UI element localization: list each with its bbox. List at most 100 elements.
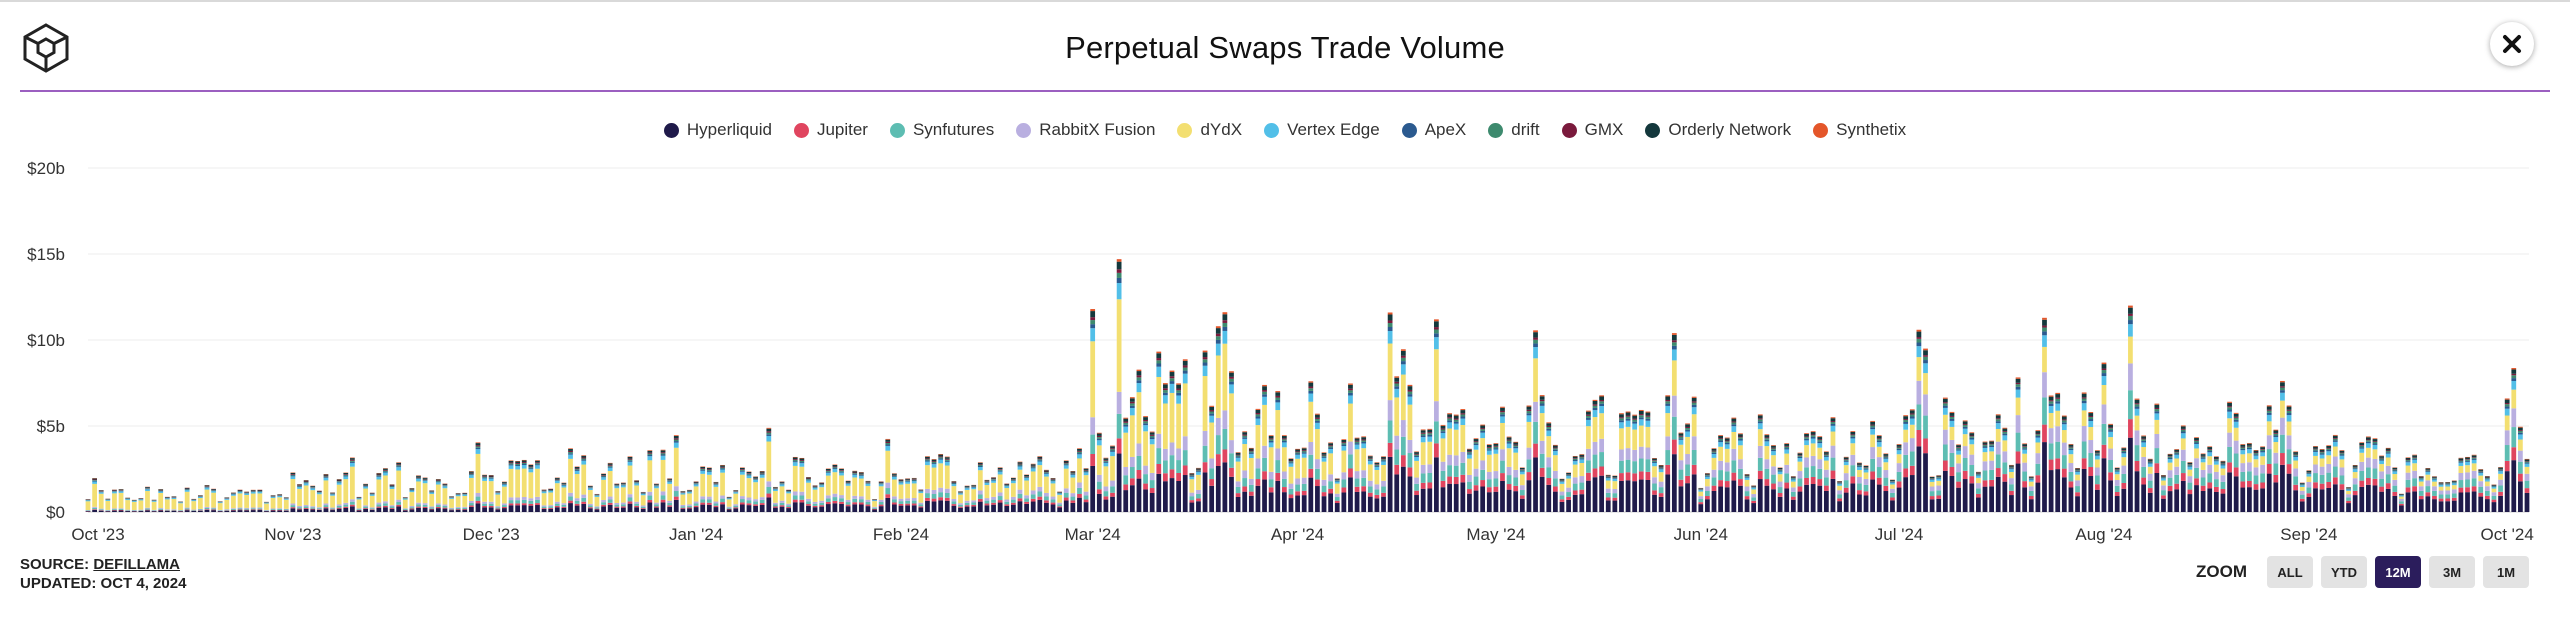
close-button[interactable] bbox=[2490, 22, 2534, 66]
bar-segment bbox=[1301, 477, 1307, 484]
bar-segment bbox=[1546, 484, 1552, 512]
bar-segment bbox=[554, 503, 560, 506]
legend-item-synthetix[interactable]: Synthetix bbox=[1813, 120, 1906, 140]
bar-segment bbox=[204, 489, 210, 507]
bar-segment bbox=[766, 487, 772, 494]
bar-segment bbox=[151, 501, 157, 510]
bar-segment bbox=[1149, 488, 1155, 493]
bar-segment bbox=[323, 477, 329, 481]
bar-segment bbox=[2293, 484, 2299, 491]
bar-segment bbox=[2458, 465, 2464, 473]
bar-segment bbox=[944, 460, 950, 462]
bar-segment bbox=[1671, 345, 1677, 350]
legend-item-orderly-network[interactable]: Orderly Network bbox=[1645, 120, 1791, 140]
bar-segment bbox=[858, 502, 864, 505]
bar-segment bbox=[2451, 485, 2457, 490]
bar-segment bbox=[1883, 462, 1889, 471]
bar-segment bbox=[647, 460, 653, 492]
bar-segment bbox=[2385, 488, 2391, 512]
bar-segment bbox=[2313, 451, 2318, 456]
bar-segment bbox=[2141, 439, 2147, 441]
bar-segment bbox=[799, 457, 805, 459]
bar-stack bbox=[1156, 351, 1162, 512]
bar-segment bbox=[482, 478, 487, 481]
bar-segment bbox=[2524, 480, 2530, 489]
bar-segment bbox=[2293, 452, 2299, 454]
bar-segment bbox=[422, 479, 428, 481]
legend-item-jupiter[interactable]: Jupiter bbox=[793, 120, 868, 140]
bar-stack bbox=[1083, 468, 1089, 512]
source-link[interactable]: DEFILLAMA bbox=[93, 556, 180, 573]
bar-segment bbox=[336, 482, 342, 485]
zoom-12m-button[interactable]: 12M bbox=[2375, 556, 2421, 588]
bar-segment bbox=[1288, 466, 1294, 484]
bar-stack bbox=[1625, 411, 1631, 512]
zoom-all-button[interactable]: ALL bbox=[2267, 556, 2313, 588]
bar-segment bbox=[2035, 475, 2041, 483]
bar-segment bbox=[2240, 481, 2246, 488]
bar-segment bbox=[1652, 494, 1657, 512]
bar-segment bbox=[2418, 481, 2424, 487]
zoom-3m-button[interactable]: 3M bbox=[2429, 556, 2475, 588]
bar-segment bbox=[627, 465, 633, 495]
bar-segment bbox=[1579, 482, 1585, 490]
legend-item-rabbitx-fusion[interactable]: RabbitX Fusion bbox=[1016, 120, 1155, 140]
bar-segment bbox=[1308, 401, 1314, 442]
bar-segment bbox=[303, 480, 309, 482]
bar-segment bbox=[1030, 498, 1036, 502]
bar-segment bbox=[2458, 457, 2464, 459]
legend-item-hyperliquid[interactable]: Hyperliquid bbox=[663, 120, 772, 140]
bar-segment bbox=[1315, 414, 1320, 418]
bar-segment bbox=[1566, 492, 1571, 497]
bar-segment bbox=[984, 485, 990, 499]
bar-segment bbox=[409, 508, 415, 510]
bar-segment bbox=[290, 503, 296, 506]
bar-segment bbox=[2194, 448, 2199, 459]
bar-segment bbox=[1295, 448, 1300, 450]
bar-segment bbox=[1586, 417, 1591, 420]
legend-item-drift[interactable]: drift bbox=[1488, 120, 1540, 140]
bar-segment bbox=[283, 498, 289, 500]
bar-segment bbox=[1414, 460, 1419, 478]
zoom-1m-button[interactable]: 1M bbox=[2483, 556, 2529, 588]
bar-segment bbox=[1473, 439, 1479, 442]
bar-stack bbox=[468, 471, 474, 512]
bar-segment bbox=[1010, 480, 1016, 484]
bar-segment bbox=[1995, 414, 2001, 416]
bar-segment bbox=[482, 476, 487, 478]
bar-segment bbox=[1500, 422, 1505, 450]
bar-segment bbox=[1843, 456, 1849, 458]
zoom-ytd-button[interactable]: YTD bbox=[2321, 556, 2367, 588]
legend-item-gmx[interactable]: GMX bbox=[1561, 120, 1623, 140]
legend-item-apex[interactable]: ApeX bbox=[1401, 120, 1466, 140]
bar-segment bbox=[911, 479, 917, 481]
bar-segment bbox=[1724, 437, 1730, 439]
legend-item-synfutures[interactable]: Synfutures bbox=[889, 120, 994, 140]
bar-segment bbox=[700, 504, 706, 512]
bar-segment bbox=[753, 478, 758, 480]
bar-segment bbox=[634, 501, 639, 504]
bar-segment bbox=[2332, 456, 2338, 467]
bar-segment bbox=[98, 492, 104, 494]
bar-segment bbox=[594, 509, 600, 512]
bar-segment bbox=[878, 504, 884, 507]
bar-segment bbox=[363, 509, 368, 512]
bar-segment bbox=[270, 508, 276, 510]
bar-segment bbox=[825, 504, 831, 512]
legend-item-dydx[interactable]: dYdX bbox=[1177, 120, 1242, 140]
bar-stack bbox=[1632, 414, 1638, 512]
bar-segment bbox=[422, 506, 428, 508]
bar-segment bbox=[601, 476, 606, 478]
bar-segment bbox=[574, 470, 580, 471]
bar-segment bbox=[1533, 358, 1538, 402]
bar-segment bbox=[1321, 492, 1327, 497]
bar-segment bbox=[1321, 461, 1327, 480]
bar-segment bbox=[1156, 358, 1162, 361]
legend-item-vertex-edge[interactable]: Vertex Edge bbox=[1264, 120, 1380, 140]
bar-segment bbox=[2432, 479, 2437, 482]
bar-segment bbox=[389, 505, 395, 507]
bar-segment bbox=[1196, 471, 1201, 473]
bar-segment bbox=[1526, 415, 1532, 422]
bar-segment bbox=[2121, 450, 2127, 451]
bar-segment bbox=[1242, 478, 1248, 487]
